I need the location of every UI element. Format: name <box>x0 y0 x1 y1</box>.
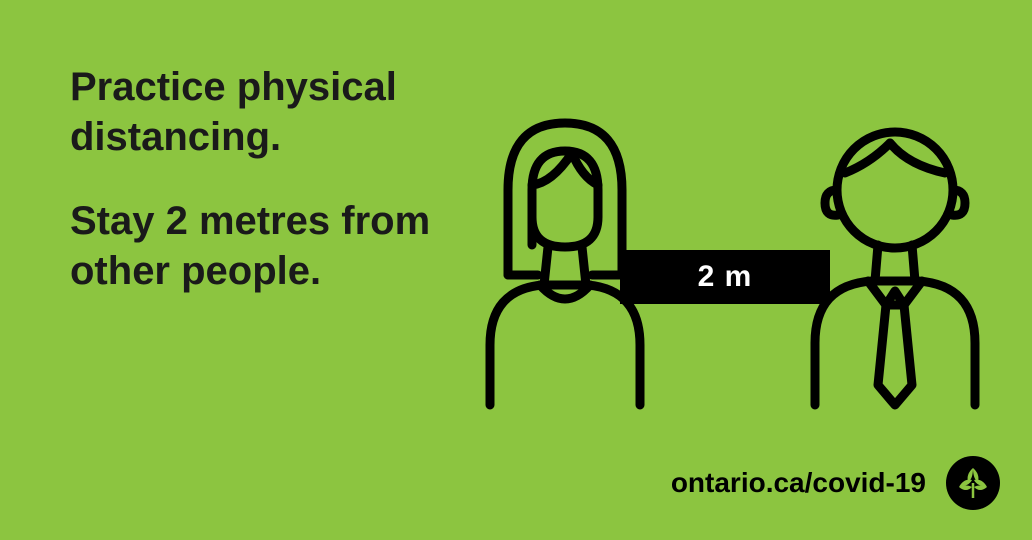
message-line-2: Stay 2 metres from other people. <box>70 196 470 296</box>
message-block: Practice physical distancing. Stay 2 met… <box>70 62 470 330</box>
person-man-icon <box>790 95 1000 420</box>
distance-label: 2 m <box>698 260 753 294</box>
footer: ontario.ca/covid-19 <box>671 456 1000 510</box>
message-line-1: Practice physical distancing. <box>70 62 470 162</box>
ontario-trillium-logo-icon <box>946 456 1000 510</box>
illustration-container: 2 m <box>460 95 1000 435</box>
footer-url: ontario.ca/covid-19 <box>671 467 926 499</box>
person-woman-icon <box>460 95 670 420</box>
